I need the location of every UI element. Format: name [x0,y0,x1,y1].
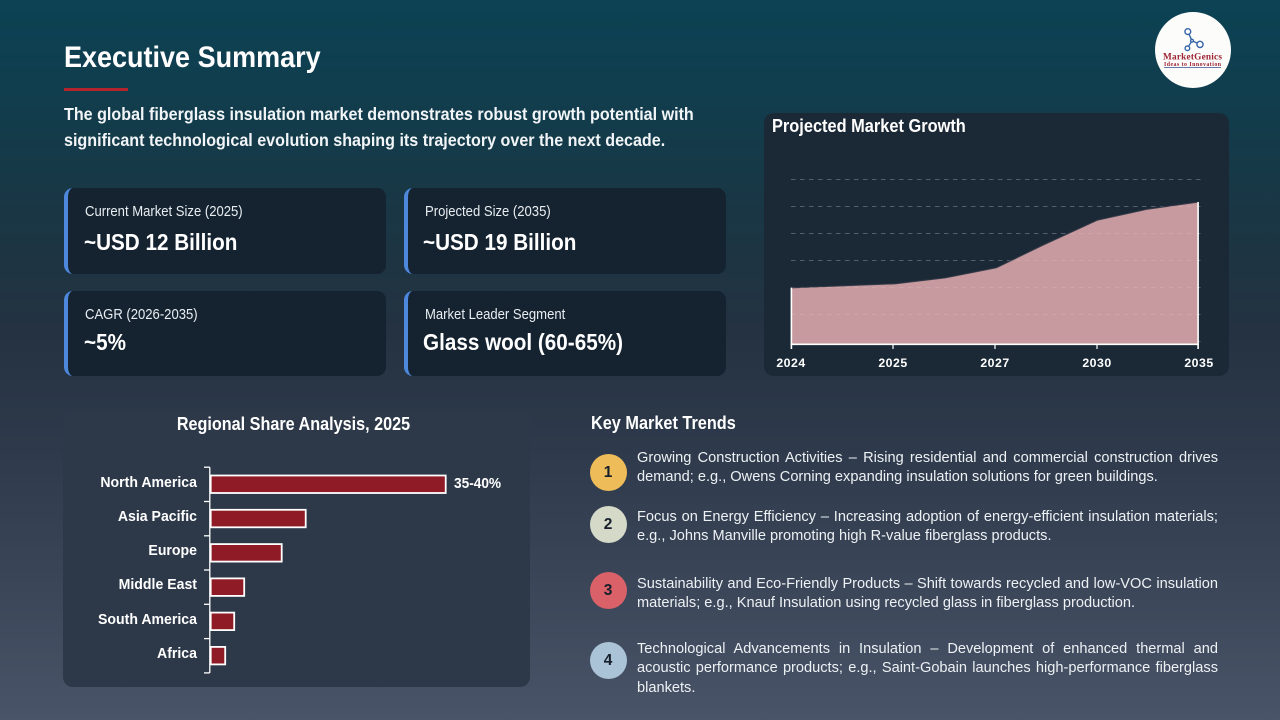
svg-text:Ideas to Innovation: Ideas to Innovation [1164,61,1222,67]
svg-text:MarketGenics: MarketGenics [1163,52,1222,62]
